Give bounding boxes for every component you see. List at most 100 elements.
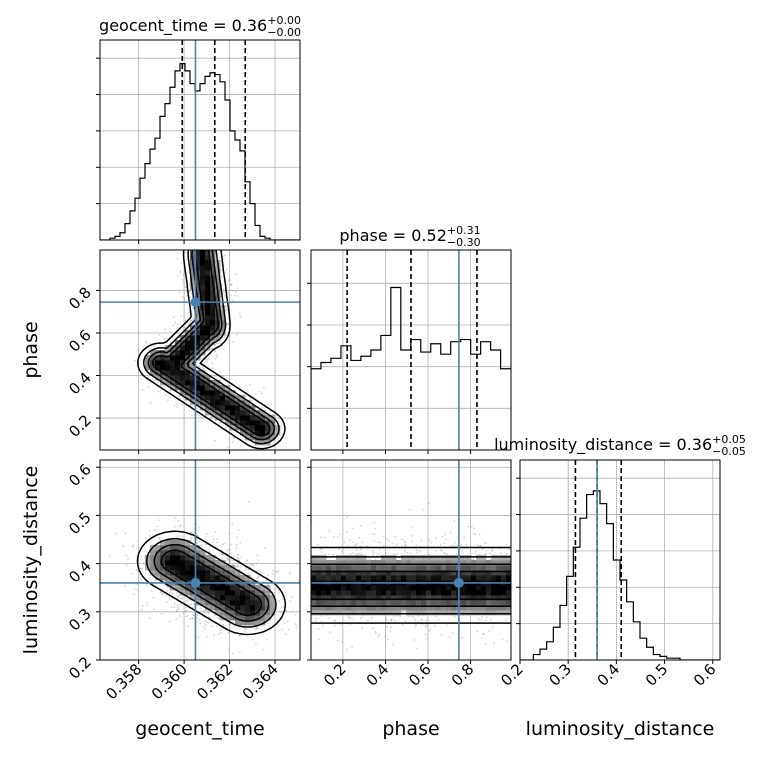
density-cell: [250, 415, 256, 421]
density-cell: [260, 410, 266, 416]
density-cell: [245, 435, 251, 441]
sample-point: [222, 375, 225, 378]
sample-point: [214, 357, 217, 360]
sample-point: [263, 546, 266, 549]
sample-point: [433, 625, 436, 627]
density-cell: [190, 340, 196, 346]
density-cell: [175, 355, 181, 361]
sample-point: [453, 545, 455, 547]
density-cell: [195, 380, 201, 386]
sample-point: [282, 605, 285, 608]
sample-point: [286, 620, 289, 623]
sample-point: [267, 583, 270, 586]
sample-point: [373, 539, 375, 542]
density-cell: [260, 615, 266, 621]
density-cell: [180, 370, 186, 376]
sample-point: [214, 350, 216, 352]
sample-point: [489, 552, 492, 555]
sample-point: [250, 399, 253, 402]
density-cell: [200, 565, 206, 571]
sample-point: [315, 617, 318, 620]
density-cell: [160, 575, 166, 581]
sample-point: [256, 626, 258, 629]
sample-point: [217, 342, 220, 345]
sample-point: [192, 318, 195, 320]
density-cell: [220, 595, 226, 601]
sample-point: [225, 268, 228, 271]
density-cell: [195, 330, 201, 336]
sample-point: [237, 295, 240, 297]
sample-point: [246, 559, 249, 562]
sample-point: [225, 305, 228, 308]
density-cell: [190, 570, 196, 576]
density-cell: [240, 430, 246, 436]
sample-point: [211, 416, 214, 419]
sample-point: [150, 347, 152, 350]
density-cell: [205, 375, 211, 381]
sample-point: [235, 273, 238, 275]
sample-point: [223, 542, 226, 545]
density-cell: [205, 285, 211, 291]
density-cell: [210, 285, 216, 291]
sample-point: [178, 615, 181, 618]
density-cell: [190, 545, 196, 551]
density-cell: [210, 400, 216, 406]
sample-point: [371, 627, 374, 630]
sample-point: [250, 564, 253, 566]
density-cell: [195, 285, 201, 291]
density-cell: [200, 270, 206, 276]
sample-point: [236, 564, 239, 567]
density-cell: [225, 615, 231, 621]
sample-point: [306, 566, 308, 568]
sample-point: [230, 294, 233, 297]
sample-point: [177, 519, 180, 522]
sample-point: [222, 291, 225, 294]
density-cell: [190, 275, 196, 281]
density-cell: [165, 360, 171, 366]
density-cell: [190, 575, 196, 581]
sample-point: [530, 576, 532, 578]
density-cell: [185, 380, 191, 386]
sample-point: [225, 426, 228, 429]
density-cell: [190, 280, 196, 286]
sample-point: [239, 316, 242, 318]
sample-point: [196, 534, 199, 537]
sample-point: [212, 541, 215, 544]
density-cell: [205, 555, 211, 561]
density-cell: [245, 425, 251, 431]
sample-point: [227, 322, 230, 325]
density-cell: [255, 590, 261, 596]
density-cell: [250, 405, 256, 411]
sample-point: [390, 618, 393, 621]
sample-point: [225, 334, 227, 337]
sample-point: [135, 568, 138, 571]
sample-point: [516, 561, 518, 563]
sample-point: [233, 626, 235, 628]
density-cell: [245, 620, 251, 626]
sample-point: [171, 593, 174, 596]
sample-point: [205, 535, 208, 538]
sample-point: [392, 643, 395, 646]
sample-point: [291, 590, 293, 592]
density-cell: [215, 330, 221, 336]
density-cell: [220, 330, 226, 336]
density-cell: [185, 375, 191, 381]
density-cell: [250, 620, 256, 626]
density-cell: [205, 390, 211, 396]
density-cell: [260, 420, 266, 426]
density-cell: [185, 570, 191, 576]
density-cell: [220, 310, 226, 316]
density-cell: [190, 270, 196, 276]
sample-point: [136, 583, 139, 586]
sample-point: [224, 297, 227, 299]
sample-point: [239, 541, 242, 544]
sample-point: [478, 533, 481, 536]
density-luminosity_distance-vs-phase: [291, 460, 532, 660]
sample-point: [199, 622, 202, 625]
density-cell: [220, 385, 226, 391]
density-cell: [185, 370, 191, 376]
sample-point: [181, 596, 183, 599]
density-cell: [205, 250, 211, 256]
density-cell: [200, 400, 206, 406]
density-cell: [185, 565, 191, 571]
